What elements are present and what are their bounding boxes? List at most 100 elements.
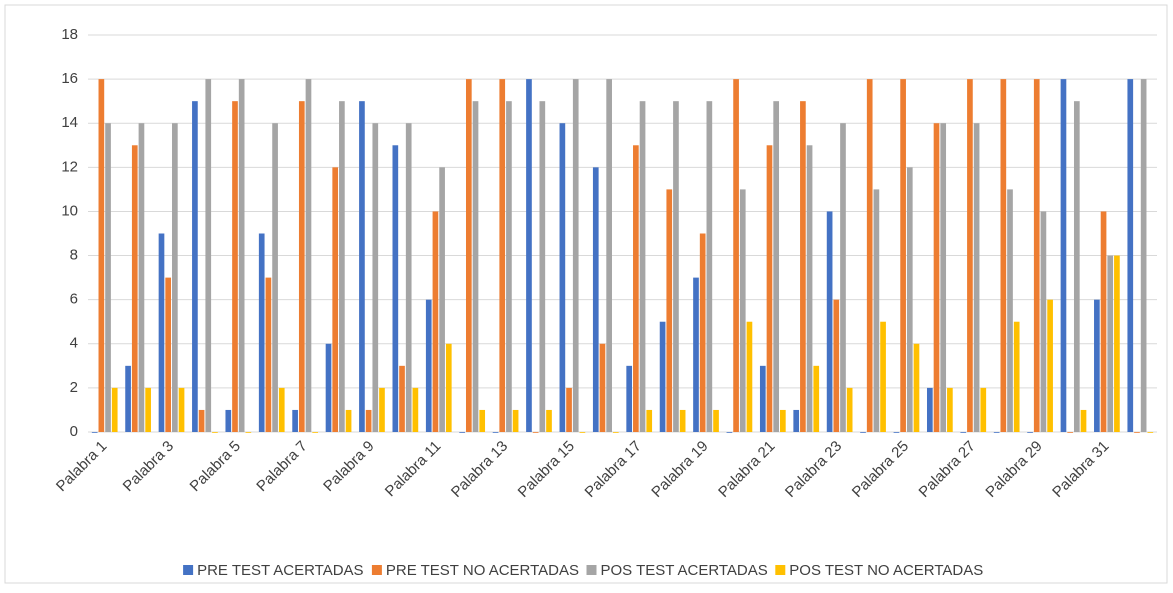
y-tick-label: 12 [61, 158, 78, 175]
bar [759, 365, 766, 432]
bar [546, 409, 552, 432]
bar [1094, 299, 1100, 432]
bar [900, 79, 906, 432]
bar [138, 123, 145, 432]
bar [793, 409, 800, 432]
bar [566, 387, 572, 432]
legend-swatch [586, 565, 597, 575]
bar [405, 123, 412, 432]
y-tick-label: 16 [61, 70, 78, 87]
bar [339, 101, 345, 433]
bar [880, 321, 886, 432]
bar [713, 409, 719, 432]
bar [780, 409, 786, 432]
bar [913, 343, 920, 432]
legend-label: PRE TEST ACERTADAS [197, 562, 363, 579]
bar [866, 79, 873, 432]
chart-border [4, 4, 1168, 584]
bar [399, 365, 405, 432]
bar [739, 189, 746, 432]
y-tick-label: 4 [70, 335, 78, 352]
bar [1114, 255, 1120, 432]
bar [873, 189, 880, 432]
bar [365, 409, 372, 432]
bar [392, 145, 399, 432]
bar [893, 432, 900, 433]
bar [1067, 432, 1073, 433]
bar [806, 145, 813, 432]
bar [659, 321, 666, 432]
bar [292, 409, 298, 432]
bar [1134, 432, 1140, 433]
legend-label: POS TEST ACERTADAS [601, 562, 768, 579]
bar [699, 233, 706, 432]
bar [238, 79, 245, 432]
bar [506, 101, 512, 433]
bar [192, 101, 198, 433]
y-tick-label: 6 [70, 291, 78, 308]
bar [572, 79, 579, 432]
bar [826, 211, 833, 432]
bar [1140, 79, 1147, 432]
y-tick-label: 8 [70, 247, 78, 264]
bar [559, 123, 566, 432]
bar [158, 233, 165, 432]
y-tick-label: 0 [70, 423, 78, 440]
bar [592, 167, 599, 433]
y-tick-label: 10 [61, 202, 78, 219]
bar [746, 321, 753, 432]
bar [479, 409, 486, 432]
bar [172, 123, 178, 432]
bar [298, 101, 305, 433]
bar [933, 123, 940, 432]
bar [412, 387, 419, 432]
bar [145, 387, 151, 432]
bar [666, 189, 673, 432]
bar [1100, 211, 1107, 432]
bar [773, 101, 780, 433]
bar [432, 211, 439, 432]
bar [1060, 79, 1067, 432]
bar [492, 432, 499, 433]
bar [178, 387, 185, 432]
bar [967, 79, 973, 432]
bar [459, 432, 465, 433]
bar [165, 277, 172, 432]
bar [439, 167, 445, 433]
bar [639, 101, 646, 433]
bar [325, 343, 332, 432]
bar [305, 79, 312, 432]
bar [499, 79, 506, 432]
bar [526, 79, 532, 432]
bar [265, 277, 272, 432]
legend-swatch [183, 565, 194, 575]
legend-label: PRE TEST NO ACERTADAS [386, 562, 579, 579]
bar [766, 145, 773, 432]
bar [425, 299, 432, 432]
bar [947, 387, 953, 432]
bar [800, 101, 806, 433]
bar [345, 409, 352, 432]
bar [1047, 299, 1053, 432]
bar [673, 101, 679, 433]
bar [906, 167, 913, 433]
bar [1027, 432, 1033, 433]
bar [833, 299, 840, 432]
bar [445, 343, 452, 432]
bar [205, 79, 212, 432]
bar [91, 432, 98, 433]
bar [105, 123, 111, 432]
bar [225, 409, 232, 432]
bar [472, 101, 479, 433]
bar [633, 145, 639, 432]
bar [465, 79, 472, 432]
bar [1033, 79, 1040, 432]
bar [626, 365, 633, 432]
bar [332, 167, 339, 433]
bar [512, 409, 519, 432]
bar [372, 123, 379, 432]
bar [579, 432, 586, 433]
bar [846, 387, 853, 432]
bar [679, 409, 686, 432]
